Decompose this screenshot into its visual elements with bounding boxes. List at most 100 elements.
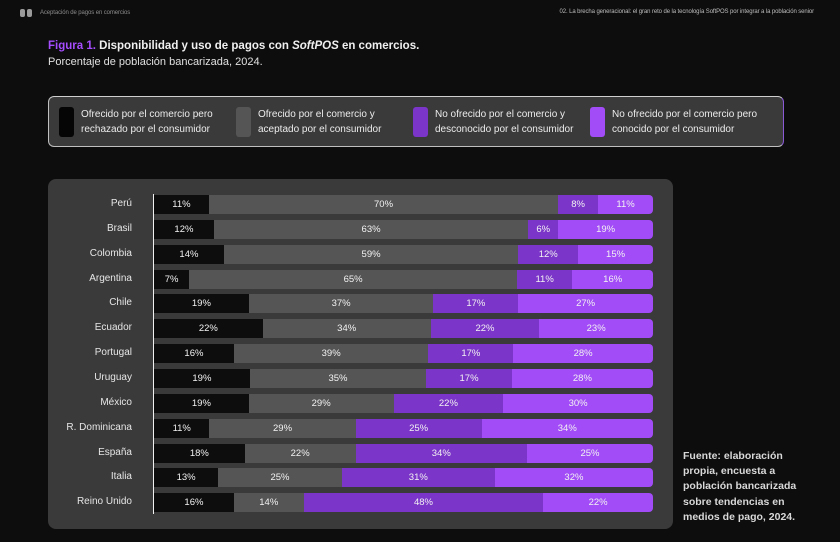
bar-known: 16% — [572, 269, 653, 289]
bar-accepted: 29% — [248, 393, 394, 413]
data-label: 11% — [616, 199, 635, 210]
figure-subtitle: Porcentaje de población bancarizada, 202… — [48, 56, 263, 68]
bar-row: 19% 37% 17% 27% — [154, 294, 653, 314]
data-label: 16% — [603, 273, 623, 285]
legend-swatch — [413, 106, 428, 137]
bar-unknown: 6% — [528, 219, 559, 239]
bar-rejected: 11% — [154, 195, 209, 214]
data-label: 7% — [164, 273, 179, 285]
data-label: 70% — [374, 199, 394, 210]
bar-unknown: 22% — [393, 393, 504, 413]
data-label: 19% — [191, 397, 211, 409]
legend-item-rejected: Ofrecido por el comercio pero rechazado p… — [59, 106, 236, 137]
data-label: 27% — [576, 298, 596, 310]
bar-accepted: 59% — [223, 244, 519, 264]
bar-rejected: 16% — [154, 493, 234, 513]
bar-accepted: 22% — [244, 443, 356, 463]
chart-legend: Ofrecido por el comercio pero rechazado p… — [48, 96, 784, 147]
bar-rejected: 16% — [154, 344, 234, 364]
data-label: 65% — [343, 273, 363, 285]
legend-label: No ofrecido por el comercio pero conocido… — [612, 108, 758, 135]
bar-unknown: 11% — [516, 269, 573, 289]
category-label: Argentina — [89, 272, 132, 284]
category-label: México — [100, 396, 132, 408]
data-label: 32% — [564, 472, 584, 484]
legend-label: Ofrecido por el comercio pero rechazado p… — [81, 108, 213, 135]
y-axis-line — [153, 194, 154, 514]
data-label: 13% — [176, 472, 196, 484]
legend-swatch — [590, 106, 605, 137]
bar-unknown: 8% — [558, 195, 599, 214]
category-label: Brasil — [106, 222, 132, 234]
bar-known: 28% — [513, 344, 653, 364]
bar-accepted: 29% — [209, 418, 356, 438]
data-label: 22% — [290, 447, 310, 459]
data-label: 22% — [588, 497, 608, 509]
category-label: España — [98, 446, 132, 458]
bar-unknown: 22% — [430, 319, 540, 339]
bar-row: 22% 34% 22% 23% — [154, 319, 653, 339]
category-label: Perú — [110, 198, 132, 209]
data-label: 29% — [273, 422, 293, 434]
bar-rejected: 19% — [154, 368, 250, 388]
figure-number: Figura 1. — [48, 40, 96, 52]
bar-unknown: 31% — [341, 468, 495, 488]
data-label: 12% — [174, 223, 194, 235]
bar-row: 11% 29% 25% 34% — [154, 418, 653, 438]
bar-rejected: 12% — [154, 219, 214, 239]
legend-item-known: No ofrecido por el comercio pero conocido… — [590, 106, 767, 137]
data-label: 39% — [321, 348, 341, 360]
figure-title-end: en comercios. — [338, 40, 420, 52]
data-label: 15% — [606, 248, 626, 260]
legend-label: No ofrecido por el comercio y desconocido… — [435, 108, 574, 135]
data-label: 37% — [331, 298, 351, 310]
bar-row: 12% 63% 6% 19% — [154, 219, 653, 239]
data-label: 8% — [571, 199, 585, 210]
bar-rejected: 22% — [154, 319, 263, 339]
data-label: 11% — [172, 422, 191, 434]
header-left: Aceptación de pagos en comercios — [20, 9, 130, 17]
data-label: 34% — [431, 447, 451, 459]
bar-row: 14% 59% 12% 15% — [154, 244, 653, 264]
data-label: 16% — [184, 497, 204, 509]
bar-unknown: 17% — [433, 294, 519, 314]
data-label: 25% — [270, 472, 290, 484]
legend-swatch — [236, 106, 251, 137]
bar-known: 34% — [481, 418, 653, 438]
legend-label: Ofrecido por el comercio y aceptado por e… — [258, 108, 382, 135]
book-icon — [20, 9, 32, 17]
category-label: Reino Unido — [76, 496, 132, 508]
data-label: 34% — [557, 422, 577, 434]
data-label: 11% — [172, 199, 191, 210]
bar-known: 32% — [494, 468, 653, 488]
bar-accepted: 14% — [233, 493, 304, 513]
bar-unknown: 17% — [426, 368, 512, 388]
bar-row: 16% 39% 17% 28% — [154, 344, 653, 364]
category-label: Italia — [110, 471, 132, 483]
bar-accepted: 25% — [218, 468, 342, 488]
data-label: 12% — [538, 248, 558, 260]
data-label: 34% — [337, 323, 357, 335]
category-label: Colombia — [89, 247, 132, 259]
data-label: 22% — [475, 323, 495, 335]
data-label: 11% — [535, 273, 554, 285]
data-label: 30% — [568, 397, 588, 409]
bar-known: 28% — [511, 368, 653, 388]
bar-accepted: 65% — [189, 269, 517, 289]
data-label: 22% — [438, 397, 458, 409]
data-label: 25% — [580, 447, 600, 459]
bar-unknown: 17% — [428, 344, 514, 364]
bar-unknown: 34% — [355, 443, 527, 463]
bar-known: 25% — [526, 443, 653, 463]
bar-rejected: 13% — [154, 468, 219, 488]
bar-accepted: 37% — [248, 294, 434, 314]
bar-known: 19% — [558, 219, 653, 239]
data-label: 28% — [572, 372, 592, 384]
data-label: 23% — [586, 323, 606, 335]
bar-unknown: 12% — [518, 244, 579, 264]
bar-known: 15% — [578, 244, 653, 264]
chapter-title: 02. La brecha generacional: el gran reto… — [559, 9, 814, 15]
data-label: 25% — [409, 422, 429, 434]
bar-row: 19% 35% 17% 28% — [154, 368, 653, 388]
bar-known: 23% — [539, 319, 653, 339]
